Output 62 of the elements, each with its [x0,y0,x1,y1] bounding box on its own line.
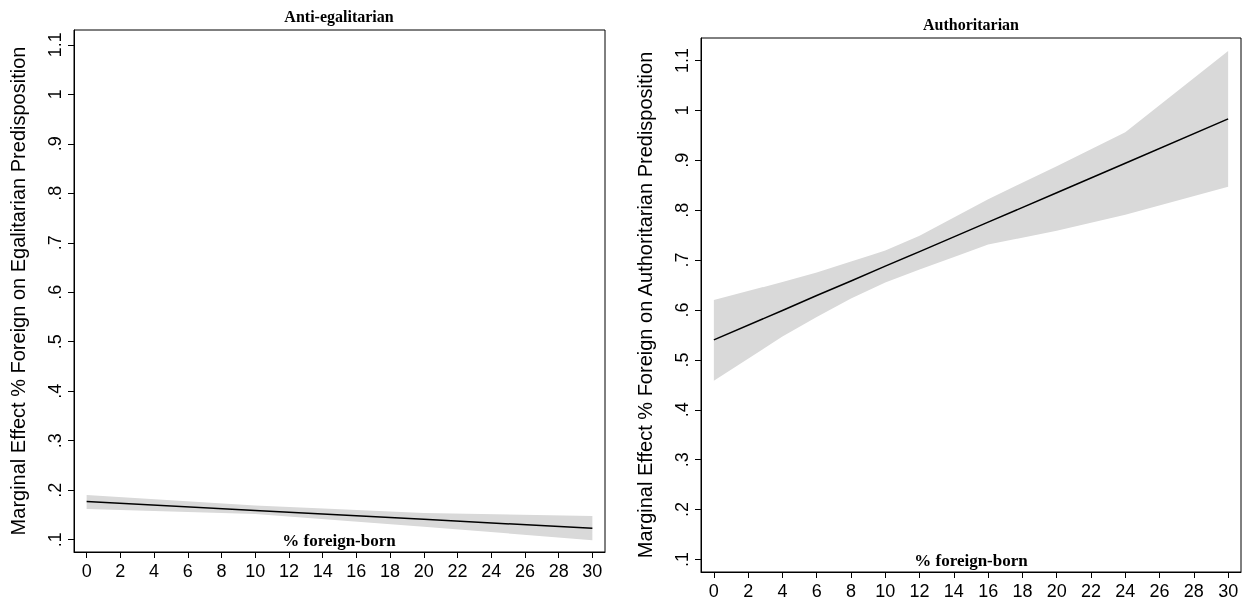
x-tick-label: 12 [278,561,299,581]
y-axis-title: Marginal Effect % Foreign on Egalitarian Predisposition [7,46,29,536]
y-tick-label: .6 [672,302,692,318]
y-tick-label: .1 [45,532,65,548]
x-tick-label: 26 [1149,581,1170,600]
y-tick-label: .2 [45,482,65,498]
x-tick-label: 24 [1115,581,1136,600]
x-tick-label: 22 [1080,581,1102,600]
line-series [713,118,1229,341]
y-tick-label: .3 [45,433,65,449]
y-tick-label: 1 [672,105,692,116]
y-tick-label: .5 [672,352,692,368]
x-tick-label: 0 [708,581,719,600]
x-tick-label: 30 [582,561,603,581]
y-tick-label: .4 [45,383,65,399]
y-tick-label: .9 [672,152,692,168]
x-tick-label: 26 [514,561,535,581]
x-axis-title: % foreign-born [282,531,397,550]
y-tick-label: .8 [672,202,692,218]
y-tick-label: .4 [672,402,692,418]
x-tick-label: 28 [1183,581,1204,600]
y-tick-label: .2 [672,502,692,518]
x-tick-label: 24 [481,561,502,581]
x-tick-label: 4 [777,581,788,600]
y-tick-label: .7 [45,235,65,251]
x-tick-label: 2 [743,581,754,600]
x-tick-label: 4 [149,561,160,581]
y-tick-label: .5 [45,334,65,350]
x-tick-label: 14 [943,581,964,600]
y-tick-label: .8 [45,185,65,201]
x-tick-label: 2 [115,561,126,581]
x-tick-label: 6 [811,581,822,600]
y-tick-label: .7 [672,252,692,268]
x-tick-label: 14 [312,561,333,581]
y-tick-label: .1 [672,552,692,568]
y-tick-label: 1.1 [45,32,65,58]
x-tick-label: 12 [909,581,930,600]
y-tick-label: 1.1 [672,47,692,73]
x-axis-title: % foreign-born [914,551,1029,570]
x-tick-label: 16 [346,561,367,581]
x-tick-label: 0 [81,561,92,581]
x-tick-label: 20 [1046,581,1067,600]
y-tick-label: 1 [45,89,65,100]
y-tick-label: .3 [672,452,692,468]
x-tick-label: 18 [380,561,401,581]
x-tick-label: 16 [978,581,999,600]
x-tick-label: 10 [875,581,896,600]
y-tick-label: .9 [45,136,65,152]
x-tick-label: 8 [845,581,857,600]
chart-title: Authoritarian [923,15,1020,33]
x-tick-label: 30 [1218,581,1239,600]
x-tick-label: 28 [548,561,569,581]
x-tick-label: 20 [413,561,434,581]
line-series [85,500,594,529]
y-axis-title: Marginal Effect % Foreign on Authoritarian Predisposition [634,51,656,559]
x-tick-label: 18 [1012,581,1033,600]
x-tick-label: 10 [245,561,266,581]
y-tick-label: .6 [45,284,65,300]
x-tick-label: 6 [182,561,193,581]
chart-title: Anti-egalitarian [284,7,394,26]
x-tick-label: 22 [447,561,468,581]
x-tick-label: 8 [216,561,227,581]
